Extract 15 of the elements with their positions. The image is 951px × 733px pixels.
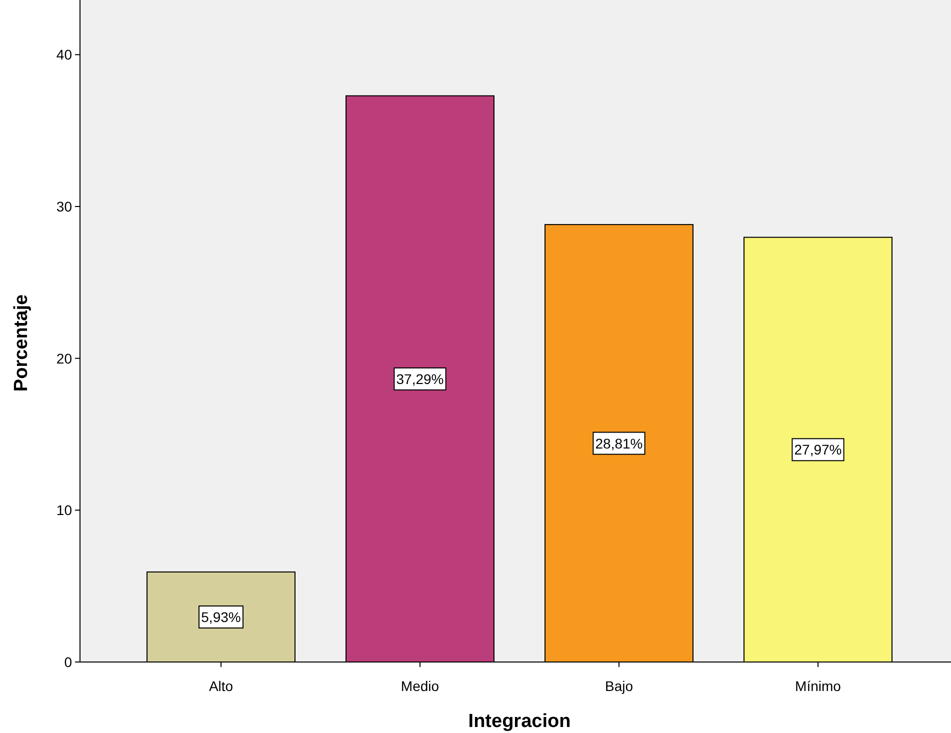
y-tick-label: 30 <box>56 198 72 214</box>
x-tick-label: Medio <box>400 678 440 694</box>
x-axis-title: Integracion <box>468 711 571 732</box>
x-tick-label: Mínimo <box>795 678 842 694</box>
data-label: 5,93% <box>201 608 241 625</box>
y-tick-label: 0 <box>64 654 72 670</box>
y-tick-label: 40 <box>56 46 72 63</box>
x-tick-label: Bajo <box>604 678 634 694</box>
y-tick-label: 10 <box>56 502 72 518</box>
data-label: 27,97% <box>794 442 842 458</box>
data-label: 37,29% <box>396 370 444 387</box>
y-axis-title: Porcentaje <box>11 294 32 392</box>
y-tick-label: 20 <box>56 350 72 366</box>
x-tick-label: Alto <box>208 678 234 694</box>
data-label: 28,81% <box>595 435 643 452</box>
